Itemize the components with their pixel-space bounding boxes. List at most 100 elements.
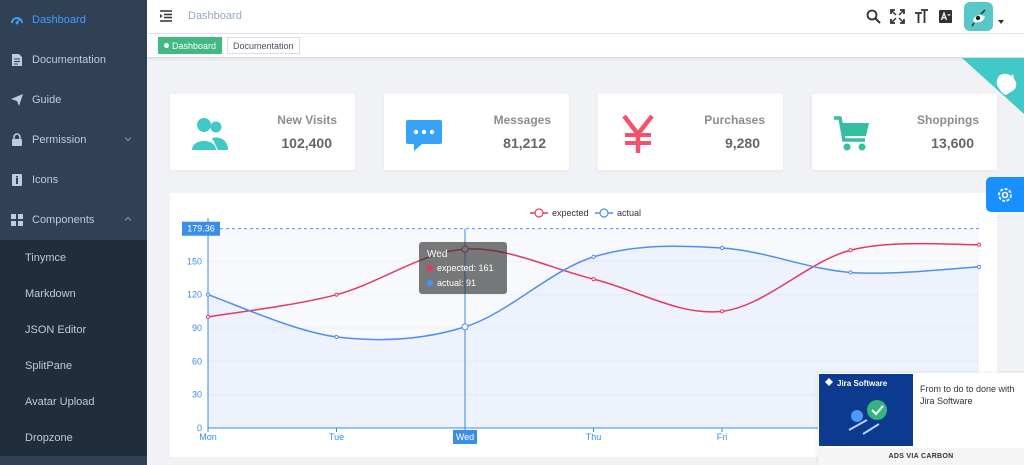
axis-pointer-label-bg	[182, 221, 220, 236]
submenu-item-splitpane[interactable]: SplitPane	[25, 360, 73, 372]
tooltip-expected: expected: 161	[437, 263, 494, 273]
sidebar-item-label: Documentation	[32, 54, 106, 66]
data-point-actual[interactable]	[461, 323, 469, 331]
gear-icon	[998, 187, 1012, 202]
submenu-item-markdown[interactable]: Markdown	[25, 288, 76, 300]
y-tick-label: 120	[187, 290, 202, 300]
tooltip-marker-expected	[426, 264, 434, 272]
settings-button[interactable]	[986, 177, 1024, 212]
y-tick-label: 150	[187, 256, 202, 266]
data-point-actual[interactable]	[848, 270, 853, 275]
translate-icon[interactable]	[938, 9, 953, 24]
y-tick-label: 30	[192, 390, 202, 400]
data-point-expected[interactable]	[205, 314, 211, 319]
chevron-down-icon	[124, 137, 132, 142]
sidebar-item-guide[interactable]: Guide	[0, 80, 147, 120]
sidebar-item-permission[interactable]: Permission	[0, 120, 147, 160]
submenu-item-tinymce[interactable]: Tinymce	[25, 252, 67, 264]
hamburger-icon[interactable]	[159, 9, 173, 23]
data-point-actual[interactable]	[719, 245, 725, 251]
fullscreen-icon[interactable]	[890, 9, 905, 24]
x-tick-label: Mon	[199, 432, 217, 442]
submenu-item-json-editor[interactable]: JSON Editor	[25, 324, 87, 336]
data-point-actual[interactable]	[334, 334, 339, 339]
y-tick-label: 60	[192, 356, 202, 366]
card-value: 9,280	[724, 135, 760, 151]
tags-view: Dashboard Documentation	[147, 34, 1024, 58]
card-new-visits[interactable]: New Visits 102,400	[170, 94, 355, 170]
sidebar-item-label: Components	[32, 214, 95, 226]
tooltip	[419, 242, 507, 294]
avatar[interactable]	[964, 2, 993, 31]
search-icon[interactable]	[866, 9, 881, 24]
tag-dashboard[interactable]: Dashboard	[158, 37, 223, 54]
card-title: Shoppings	[917, 113, 979, 127]
y-tick-label: 0	[197, 423, 202, 433]
line-chart[interactable]: 0 30 60 90 120 150 Mon Tue Wed Thu Fri 179.36 expect…	[170, 193, 997, 457]
x-axis-pointer-label-bg	[453, 430, 477, 444]
card-value: 102,400	[281, 135, 332, 151]
x-tick-label: Thu	[586, 432, 602, 442]
guide-icon	[11, 94, 23, 106]
ad-text[interactable]: From to do to done with Jira Software	[920, 384, 1015, 406]
active-dot-icon	[164, 43, 169, 48]
icons-icon	[12, 174, 22, 186]
carbon-ad: Jira Software From to do to done with Ji…	[818, 373, 1024, 465]
sidebar-item-components[interactable]: Components	[0, 200, 147, 240]
github-corner-icon[interactable]	[962, 58, 1024, 114]
card-title: Purchases	[704, 113, 765, 127]
text-size-icon[interactable]	[914, 9, 929, 24]
lock-icon	[12, 133, 22, 146]
data-point-expected[interactable]	[591, 277, 596, 282]
legend-label-actual: actual	[617, 208, 641, 218]
submenu-item-avatar-upload[interactable]: Avatar Upload	[25, 396, 95, 408]
sidebar-item-label: Dashboard	[32, 14, 86, 26]
breadcrumb: Dashboard	[188, 10, 242, 22]
sidebar: Dashboard Documentation Guide Permission…	[0, 0, 147, 465]
x-tick-label: Tue	[329, 432, 344, 442]
card-purchases[interactable]: Purchases 9,280	[598, 94, 783, 170]
x-tick-label: Fri	[717, 432, 728, 442]
tooltip-marker-actual	[426, 279, 434, 287]
components-icon	[11, 214, 23, 226]
submenu-item-dropzone[interactable]: Dropzone	[25, 432, 73, 444]
caret-down-icon[interactable]	[998, 20, 1004, 24]
sidebar-item-dashboard[interactable]: Dashboard	[0, 0, 147, 40]
data-point-expected[interactable]	[719, 309, 725, 314]
sidebar-item-documentation[interactable]: Documentation	[0, 40, 147, 80]
peoples-icon	[192, 118, 228, 150]
data-point-expected[interactable]	[848, 248, 853, 253]
legend-label-expected: expected	[552, 208, 589, 218]
ad-brand: Jira Software	[837, 379, 888, 388]
data-point-actual[interactable]	[976, 264, 982, 269]
data-point-actual[interactable]	[591, 254, 596, 259]
tooltip-title: Wed	[427, 249, 447, 260]
sidebar-item-label: Permission	[32, 134, 87, 146]
chevron-up-icon	[124, 216, 132, 221]
jira-logo-icon: Jira Software	[825, 378, 888, 435]
avatar-image	[970, 9, 985, 26]
data-point-expected[interactable]	[334, 292, 339, 297]
sidebar-item-icons[interactable]: Icons	[0, 160, 147, 200]
x-tick-label: Wed	[456, 432, 474, 442]
data-point-expected[interactable]	[976, 242, 982, 247]
tooltip-actual: actual: 91	[437, 278, 476, 288]
ad-image[interactable]: Jira Software	[819, 374, 913, 446]
sidebar-item-label: Icons	[32, 174, 59, 186]
card-messages[interactable]: Messages 81,212	[384, 94, 569, 170]
data-point-actual[interactable]	[205, 292, 211, 297]
card-shoppings[interactable]: Shoppings 13,600	[812, 94, 997, 170]
actual-area	[208, 246, 979, 428]
documentation-icon	[12, 54, 22, 66]
card-value: 81,212	[503, 135, 546, 151]
chart-panel: 0 30 60 90 120 150 Mon Tue Wed Thu Fri 179.36 expect…	[170, 193, 997, 457]
card-title: New Visits	[277, 113, 337, 127]
card-title: Messages	[493, 113, 551, 127]
dashboard-icon	[11, 17, 23, 25]
axis-pointer-label: 179.36	[187, 224, 215, 234]
ad-via-carbon[interactable]: ADS VIA CARBON	[818, 448, 1024, 465]
legend-marker-expected	[534, 208, 544, 218]
card-value: 13,600	[931, 135, 974, 151]
money-icon	[622, 114, 654, 153]
tag-documentation[interactable]: Documentation	[227, 37, 300, 54]
